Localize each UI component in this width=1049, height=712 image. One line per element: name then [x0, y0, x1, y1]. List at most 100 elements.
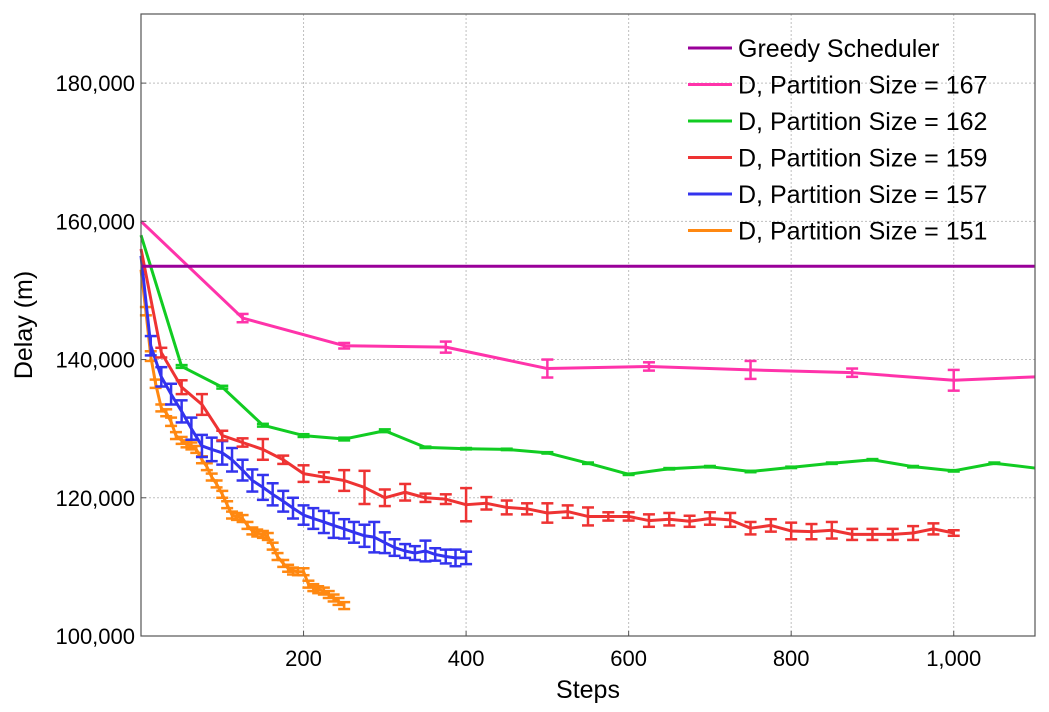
- error-bar: [236, 458, 249, 482]
- error-bar: [683, 514, 696, 529]
- error-bar: [825, 461, 838, 466]
- legend-label: D, Partition Size = 167: [738, 72, 987, 100]
- error-bar: [277, 454, 290, 466]
- error-bar: [165, 416, 178, 428]
- error-bar: [338, 517, 351, 540]
- y-tick-label: 180,000: [55, 71, 135, 96]
- error-bar: [277, 489, 290, 513]
- error-bar: [907, 464, 920, 469]
- legend-label: D, Partition Size = 151: [738, 218, 987, 246]
- error-bar: [764, 517, 777, 533]
- error-bar: [155, 346, 168, 359]
- y-axis-ticks: 100,000 120,000 140,000 160,000 180,000: [55, 71, 146, 649]
- error-bar: [744, 469, 757, 474]
- error-bar: [388, 537, 401, 558]
- x-axis-label: Steps: [556, 676, 620, 704]
- error-bar: [988, 461, 1001, 466]
- error-bar: [307, 506, 320, 531]
- error-bar: [622, 472, 635, 477]
- error-bar: [286, 496, 299, 520]
- error-bar: [642, 513, 655, 529]
- error-bar: [663, 511, 676, 527]
- error-bar: [429, 546, 442, 562]
- error-bar: [297, 567, 310, 577]
- x-tick-label: 600: [610, 646, 647, 671]
- error-bar: [216, 489, 229, 500]
- legend-label: D, Partition Size = 157: [738, 181, 987, 209]
- error-bar: [246, 468, 259, 493]
- error-bar: [200, 461, 213, 472]
- plot-frame: [140, 13, 1036, 637]
- error-bar: [642, 361, 655, 372]
- error-bar: [210, 479, 223, 489]
- error-bar: [744, 359, 757, 381]
- error-bar: [378, 531, 391, 555]
- error-bar: [480, 495, 493, 511]
- error-bar: [419, 492, 432, 504]
- error-bar: [449, 548, 462, 568]
- error-bar: [703, 511, 716, 526]
- error-bar: [256, 437, 269, 462]
- error-bar: [744, 520, 757, 536]
- error-bar: [582, 506, 594, 527]
- legend-item: D, Partition Size = 167: [688, 72, 987, 100]
- error-bar: [500, 447, 513, 452]
- error-bar: [785, 521, 798, 541]
- error-bar: [155, 365, 168, 388]
- error-bar: [541, 450, 554, 455]
- x-tick-label: 200: [285, 646, 322, 671]
- error-bar: [663, 466, 676, 471]
- series-5: [139, 269, 351, 611]
- error-bar: [399, 482, 412, 502]
- series-2: [139, 234, 1036, 477]
- error-bar: [846, 367, 859, 379]
- error-bar: [297, 432, 310, 439]
- x-tick-label: 400: [448, 646, 485, 671]
- error-bar: [358, 469, 371, 506]
- error-bar: [185, 416, 198, 441]
- error-bar: [358, 523, 371, 549]
- error-bar: [317, 470, 330, 484]
- error-bar: [907, 524, 920, 542]
- error-bar: [927, 522, 940, 536]
- error-bar: [160, 408, 173, 418]
- y-tick-label: 140,000: [55, 348, 135, 373]
- error-bar: [947, 529, 960, 538]
- error-bar: [582, 461, 594, 466]
- series-layer: [139, 220, 1036, 611]
- error-bar: [500, 499, 513, 516]
- error-bar: [399, 542, 412, 560]
- error-bar: [825, 520, 838, 540]
- error-bar: [144, 334, 157, 357]
- error-bar: [460, 550, 473, 566]
- error-bar: [439, 493, 452, 506]
- legend-label: D, Partition Size = 162: [738, 108, 987, 136]
- error-bar: [419, 445, 432, 450]
- error-bar: [317, 509, 330, 535]
- error-bar: [216, 384, 229, 390]
- legend-item: D, Partition Size = 162: [688, 108, 987, 136]
- error-bar: [175, 399, 188, 424]
- error-bar: [175, 363, 188, 370]
- error-bar: [266, 541, 279, 551]
- legend-item: D, Partition Size = 151: [688, 218, 987, 246]
- y-tick-label: 160,000: [55, 209, 135, 234]
- x-tick-label: 800: [773, 646, 810, 671]
- error-bar: [378, 428, 391, 434]
- error-bar: [338, 341, 351, 350]
- error-bar: [226, 446, 239, 473]
- series-line: [139, 234, 1036, 476]
- error-bar: [338, 600, 351, 611]
- error-bar: [338, 436, 351, 442]
- error-bar: [460, 486, 473, 523]
- error-bar: [521, 502, 534, 516]
- y-tick-label: 120,000: [55, 486, 135, 511]
- error-bar: [460, 446, 473, 451]
- series-1: [139, 220, 1036, 392]
- error-bar: [724, 511, 737, 529]
- error-bar: [408, 544, 421, 562]
- legend-item: Greedy Scheduler: [688, 35, 940, 63]
- error-bar: [216, 429, 229, 442]
- legend-label: Greedy Scheduler: [738, 35, 940, 63]
- error-bar: [221, 499, 234, 510]
